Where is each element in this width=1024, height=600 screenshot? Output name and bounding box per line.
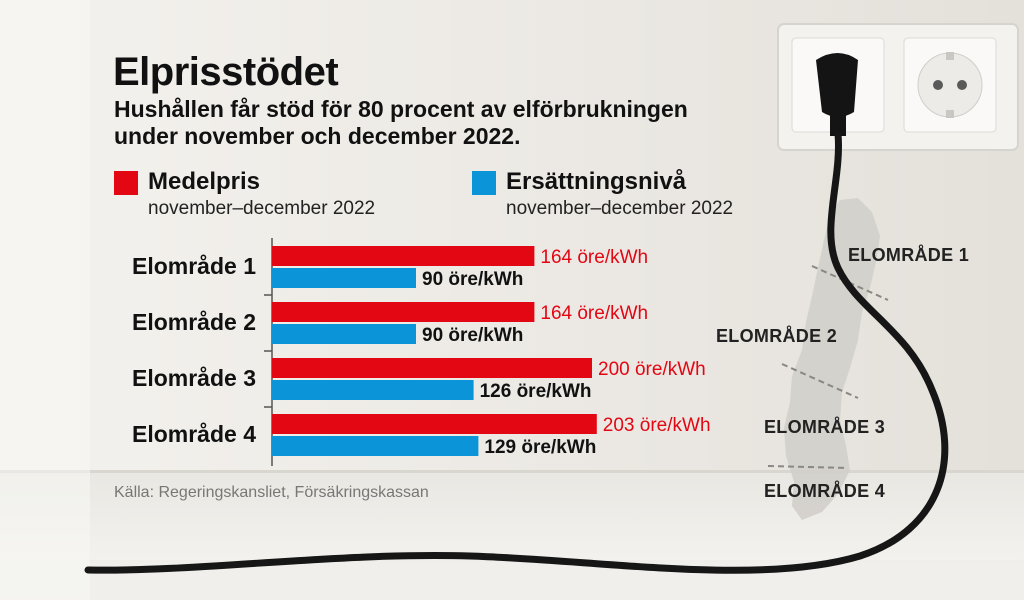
- data-label: 164 öre/kWh: [540, 247, 648, 268]
- category-label: Elområde 2: [132, 309, 256, 335]
- bar-medelpris: [272, 246, 535, 266]
- legend-period-medelpris: november–december 2022: [148, 198, 376, 219]
- data-label: 90 öre/kWh: [422, 269, 523, 290]
- category-label: Elområde 3: [132, 365, 256, 391]
- source-note: Källa: Regeringskansliet, Försäkringskas…: [114, 484, 429, 501]
- sweden-map: [784, 198, 880, 520]
- data-label: 90 öre/kWh: [422, 325, 523, 346]
- category-label: Elområde 4: [132, 421, 256, 447]
- legend-swatch-medelpris: [114, 171, 138, 195]
- bar-ersattningsniva: [272, 324, 416, 344]
- data-label: 129 öre/kWh: [484, 437, 596, 458]
- data-label: 164 öre/kWh: [540, 303, 648, 324]
- bar-ersattningsniva: [272, 436, 479, 456]
- bar-medelpris: [272, 358, 592, 378]
- map-label-elomrade-3: ELOMRÅDE 3: [764, 417, 886, 437]
- power-plug: [816, 53, 858, 136]
- legend-period-ersattningsniva: november–december 2022: [506, 198, 734, 219]
- bar-medelpris: [272, 302, 535, 322]
- bar-ersattningsniva: [272, 268, 416, 288]
- data-label: 200 öre/kWh: [598, 359, 706, 380]
- legend-swatch-ersattningsniva: [472, 171, 496, 195]
- chart-title: Elprisstödet: [113, 50, 339, 94]
- chart-subtitle: Hushållen får stöd för 80 procent av elf…: [114, 96, 688, 149]
- category-label: Elområde 1: [132, 253, 256, 279]
- map-label-elomrade-1: ELOMRÅDE 1: [848, 245, 970, 265]
- legend-label-ersattningsniva: Ersättningsnivå: [506, 168, 687, 195]
- map-label-elomrade-4: ELOMRÅDE 4: [764, 481, 886, 501]
- data-label: 126 öre/kWh: [480, 381, 592, 402]
- legend-label-medelpris: Medelpris: [148, 168, 261, 195]
- map-label-elomrade-2: ELOMRÅDE 2: [716, 326, 838, 346]
- data-label: 203 öre/kWh: [603, 415, 711, 436]
- bar-medelpris: [272, 414, 597, 434]
- power-cable: [84, 130, 949, 574]
- bar-ersattningsniva: [272, 380, 474, 400]
